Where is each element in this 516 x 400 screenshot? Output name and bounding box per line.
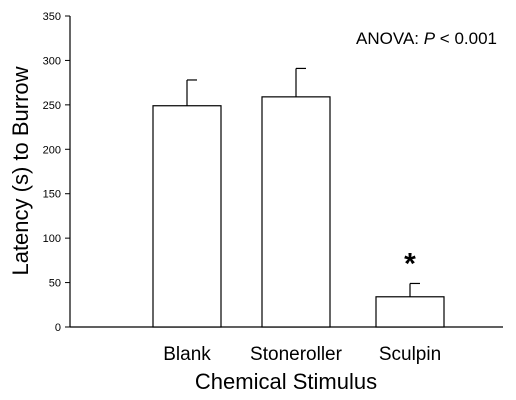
y-ticks: 0 50 100 150 200 250 300 350	[43, 11, 70, 334]
bars: *	[152, 67, 445, 328]
x-tick-labels: Blank Stoneroller Sculpin	[163, 344, 441, 365]
anova-p-symbol: P	[424, 29, 436, 48]
x-tick-label-stoneroller: Stoneroller	[250, 344, 343, 365]
y-axis-label: Latency (s) to Burrow	[8, 66, 33, 275]
significance-marker: *	[404, 247, 416, 280]
y-tick-label: 50	[49, 278, 61, 290]
x-axis-label: Chemical Stimulus	[195, 369, 377, 394]
y-tick-label: 300	[43, 55, 61, 67]
y-tick-label: 350	[43, 11, 61, 23]
x-tick-label-sculpin: Sculpin	[379, 344, 441, 365]
anova-annotation: ANOVA: P < 0.001	[356, 29, 497, 48]
anova-suffix: < 0.001	[435, 29, 497, 48]
x-tick-label-blank: Blank	[163, 344, 211, 365]
y-tick-label: 250	[43, 100, 61, 112]
y-tick-label: 150	[43, 189, 61, 201]
anova-prefix: ANOVA:	[356, 29, 424, 48]
y-tick-label: 100	[43, 233, 61, 245]
bar-stoneroller	[261, 96, 331, 328]
bar-blank	[152, 105, 222, 328]
y-tick-label: 0	[55, 322, 61, 334]
bar-sculpin	[375, 296, 445, 328]
y-tick-label: 200	[43, 144, 61, 156]
